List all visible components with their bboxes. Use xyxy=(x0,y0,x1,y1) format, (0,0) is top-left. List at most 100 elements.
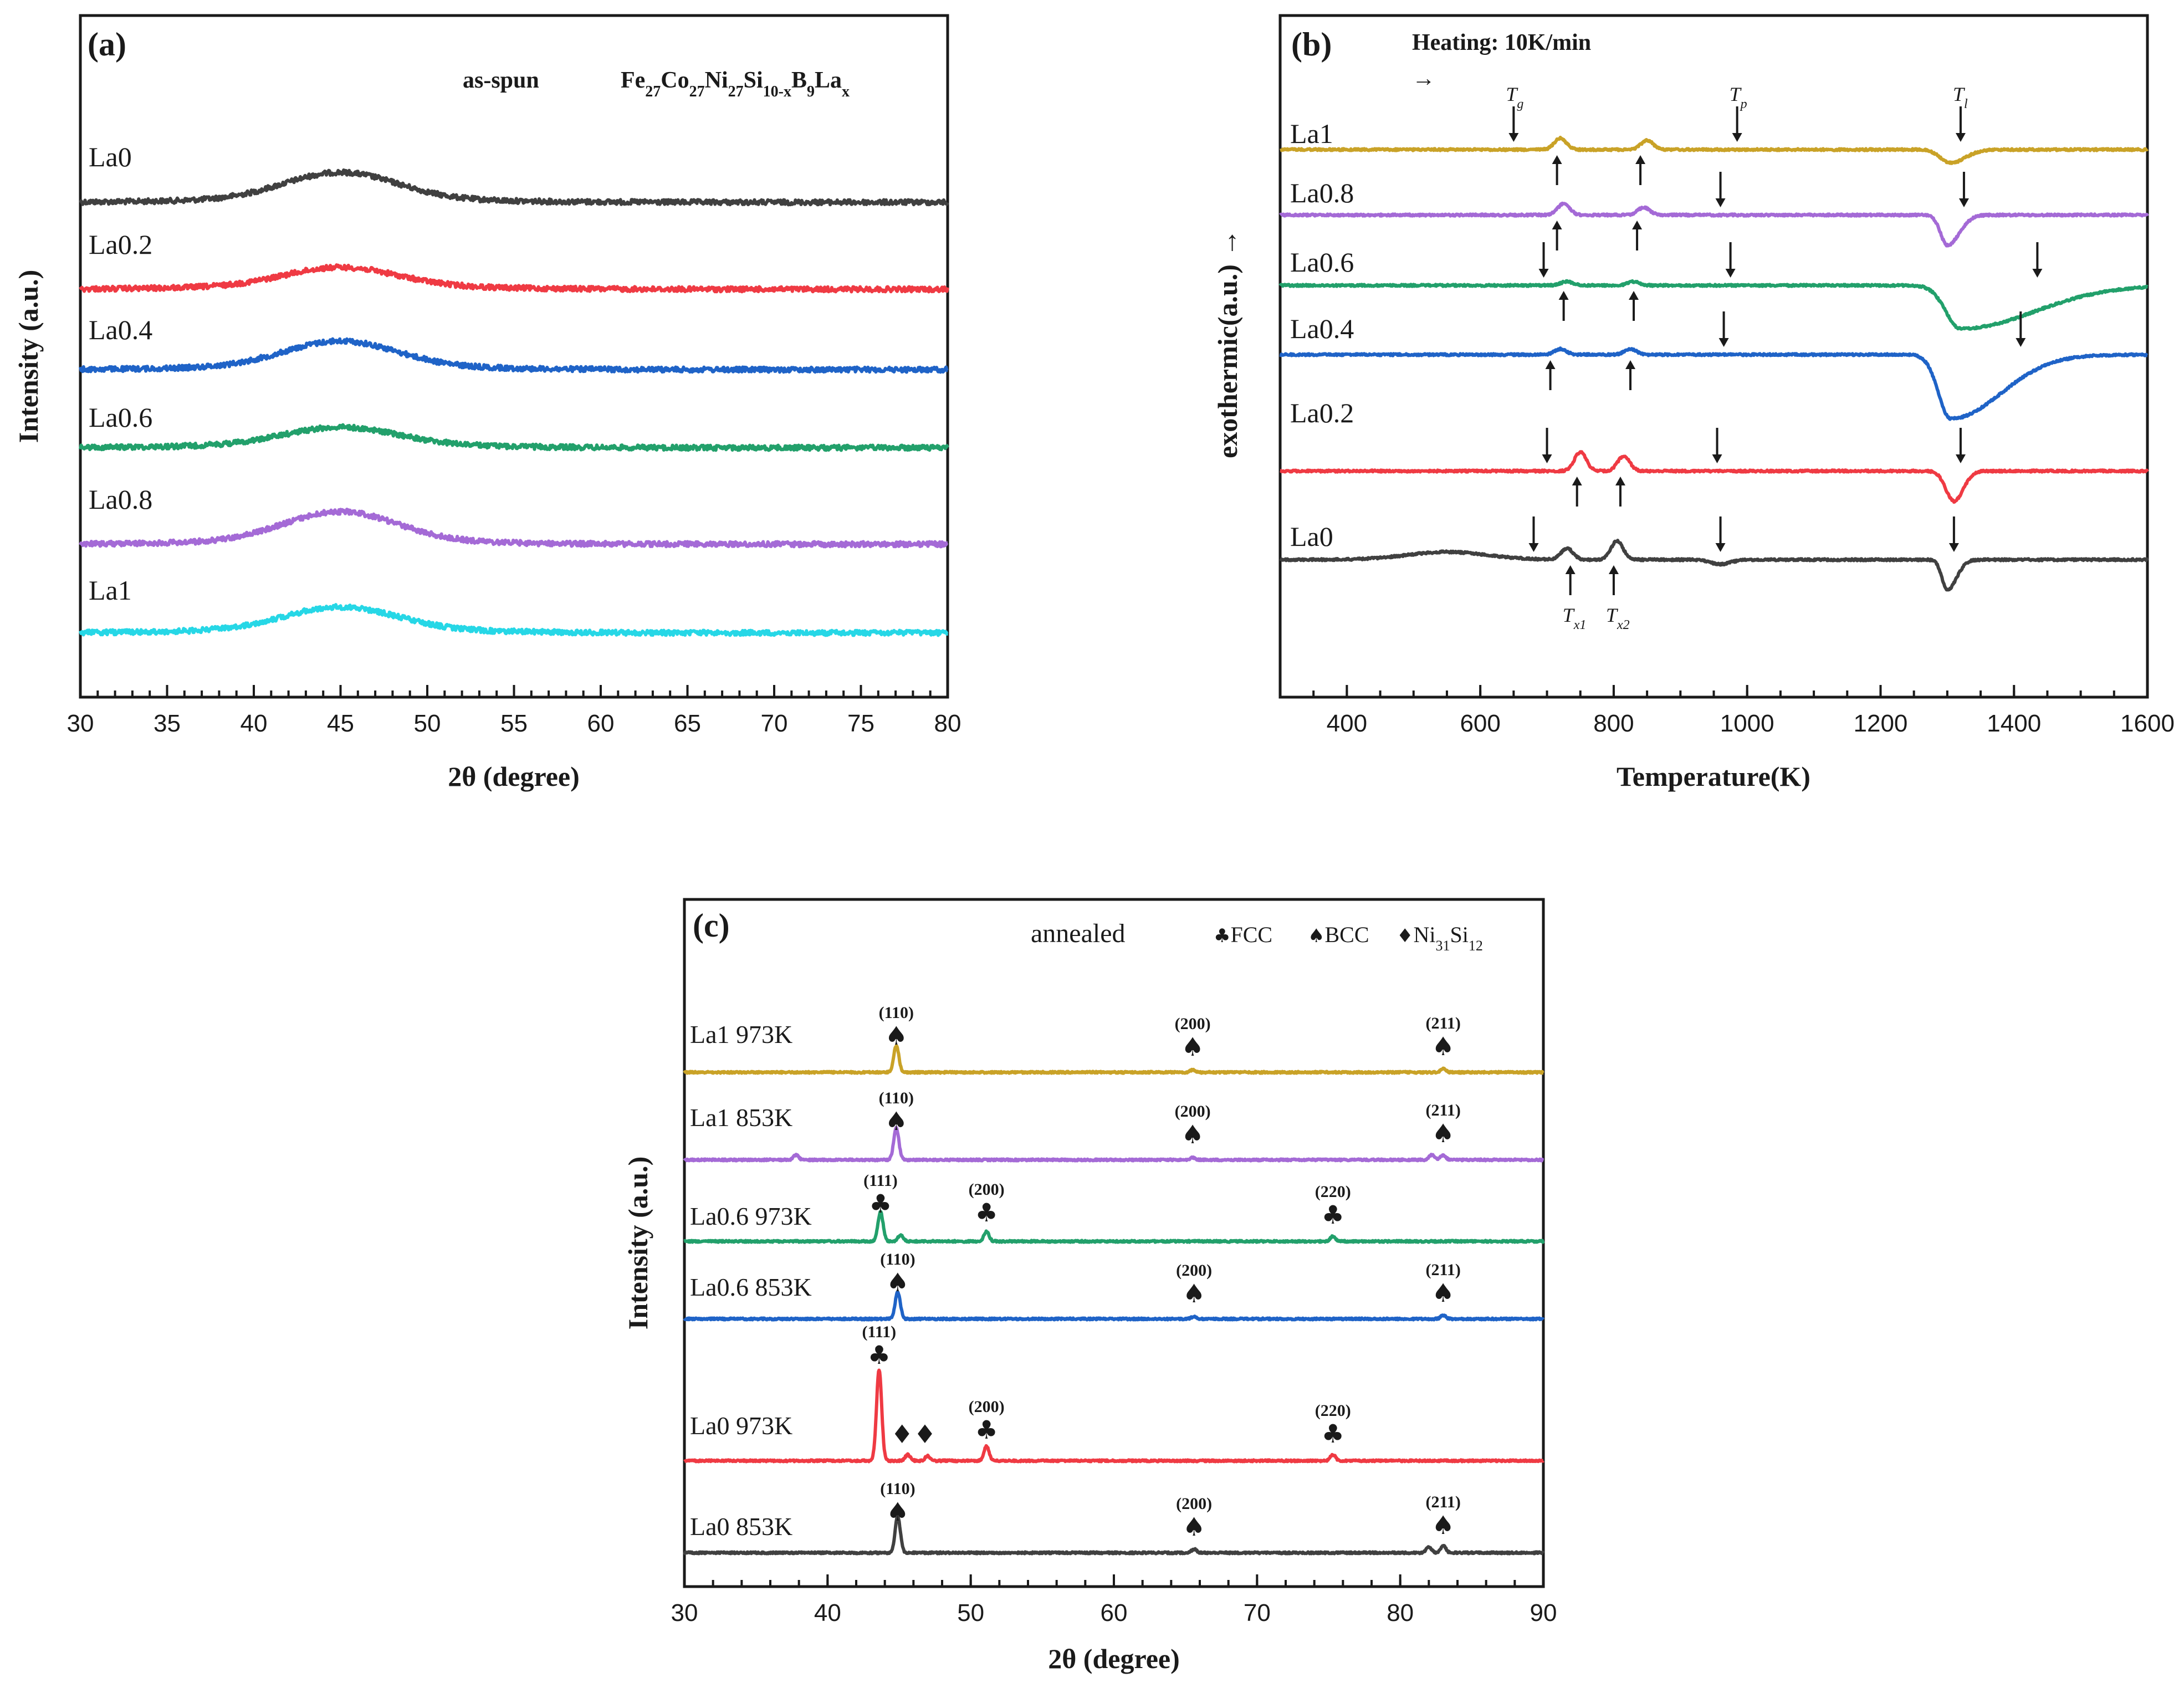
bcc-marker: ♠ xyxy=(1183,1278,1205,1308)
series-label: La0 xyxy=(89,141,132,172)
panel-c-annotations: ♠(110)♠(200)♠(211)♠(110)♠(200)♠(211)♣(11… xyxy=(862,1004,1460,1542)
legend-subscript: 31 xyxy=(1435,938,1450,954)
panel-a-series-labels: La0 La0.2 La0.4 La0.6 La0.8 La1 xyxy=(89,141,152,606)
formula-subscript: x xyxy=(842,83,850,100)
legend-label: Ni xyxy=(1413,922,1435,947)
hkl-label: (211) xyxy=(1426,1101,1461,1119)
arrow-down-head xyxy=(1948,543,1959,552)
panel-c-header: annealed xyxy=(1031,919,1126,948)
x-tick-label: 800 xyxy=(1593,710,1634,737)
x-tick-label: 80 xyxy=(1387,1599,1414,1626)
series-line-la0-8 xyxy=(79,508,949,549)
x-tick-label: 1200 xyxy=(1854,710,1908,737)
legend-entry: ♣FCC xyxy=(1214,922,1272,947)
series-label: La0.6 853K xyxy=(690,1273,812,1301)
x-tick-label: 55 xyxy=(500,710,528,737)
legend-label-rest: Si xyxy=(1450,922,1468,947)
fcc-marker: ♣ xyxy=(868,1340,891,1370)
arrow-up-head xyxy=(1572,477,1582,485)
hkl-label: (200) xyxy=(1176,1495,1212,1513)
bcc-marker: ♠ xyxy=(885,1021,908,1051)
panel-b-curves xyxy=(1278,135,2149,592)
x-tick-label: 1400 xyxy=(1987,710,2041,737)
legend-label: BCC xyxy=(1324,922,1369,947)
fcc-marker: ♣ xyxy=(1322,1419,1344,1449)
panel-a-header-left: as-spun xyxy=(463,68,539,93)
arrow-up-head xyxy=(1632,221,1643,229)
arrow-down-head xyxy=(2032,269,2043,278)
legend-entry: ♠BCC xyxy=(1308,922,1369,947)
panel-c-xlabel: 2θ (degree) xyxy=(1048,1643,1180,1674)
marker-subscript: x2 xyxy=(1617,618,1630,632)
panel-b: (b) Heating: 10K/min → 400 600 800 1000 1200… xyxy=(1212,14,2175,792)
fcc-marker: ♣ xyxy=(869,1189,892,1219)
series-label: La0.2 xyxy=(89,229,152,260)
hkl-label: (200) xyxy=(1175,1102,1211,1121)
panel-c-letter: (c) xyxy=(693,907,730,944)
arrow-down-head xyxy=(1542,454,1552,463)
arrow-down-head xyxy=(1715,543,1726,552)
formula-part: B xyxy=(791,68,807,93)
arrow-down-head xyxy=(1715,198,1726,207)
panel-b-xlabel: Temperature(K) xyxy=(1617,761,1810,792)
formula-subscript: 27 xyxy=(728,83,744,100)
x-tick-label: 60 xyxy=(587,710,615,737)
x-tick-label: 70 xyxy=(1244,1599,1271,1626)
fcc-marker: ♣ xyxy=(975,1198,998,1227)
arrow-up-head xyxy=(1625,360,1636,369)
x-tick-label: 30 xyxy=(671,1599,698,1626)
series-line-la1 xyxy=(79,603,949,637)
marker-letter: T xyxy=(1563,604,1576,626)
marker-letter: T xyxy=(1953,83,1966,105)
series-label: La0 xyxy=(1290,521,1333,552)
arrow-up-head xyxy=(1558,291,1569,300)
x-tick-label: 80 xyxy=(934,710,961,737)
panel-a-header-formula: Fe27Co27Ni27Si10-xB9Lax xyxy=(621,68,850,100)
bcc-marker: ♠ xyxy=(1432,1118,1455,1148)
marker-letter: T xyxy=(1730,83,1742,105)
series-line-la0-8 xyxy=(1278,201,2149,248)
legend-subscript: 12 xyxy=(1469,938,1483,954)
hkl-label: (110) xyxy=(879,1004,914,1022)
arrow-up-head xyxy=(1552,155,1562,164)
formula-part: Fe xyxy=(621,68,645,93)
x-tick-label: 75 xyxy=(847,710,874,737)
series-label: La1 853K xyxy=(690,1103,792,1132)
marker-subscript: l xyxy=(1964,97,1968,111)
legend-symbol: ♠ xyxy=(1308,925,1324,947)
panel-c-ticks: 30 40 50 60 70 80 90 xyxy=(671,1574,1557,1626)
ni31si12-marker: ♦♦ xyxy=(891,1419,936,1449)
series-line-la0-6-973k xyxy=(683,1210,1545,1244)
hkl-label: (110) xyxy=(879,1089,914,1107)
arrow-down-head xyxy=(1712,454,1722,463)
series-line-la0 xyxy=(1279,539,2149,592)
series-label: La0 973K xyxy=(690,1411,792,1440)
hkl-label: (211) xyxy=(1426,1493,1461,1511)
formula-part: La xyxy=(815,68,842,93)
x-tick-label: 65 xyxy=(674,710,701,737)
hkl-label: (200) xyxy=(1175,1015,1211,1033)
hkl-label: (110) xyxy=(880,1480,915,1498)
series-label: La0 853K xyxy=(690,1512,792,1541)
arrow-down-head xyxy=(1538,269,1549,278)
series-label: La0.8 xyxy=(1290,177,1354,208)
bcc-marker: ♠ xyxy=(885,1106,908,1136)
arrow-down-head xyxy=(1718,338,1729,347)
panel-b-header: Heating: 10K/min xyxy=(1412,30,1591,55)
panel-c-curves xyxy=(683,1044,1545,1556)
bcc-marker: ♠ xyxy=(1432,1031,1455,1061)
x-tick-label: 70 xyxy=(761,710,788,737)
formula-part: Ni xyxy=(705,68,728,93)
series-line-la1-853k xyxy=(683,1126,1544,1163)
legend-symbol: ♣ xyxy=(1214,925,1230,947)
x-tick-label: 30 xyxy=(67,710,94,737)
marker-subscript: x1 xyxy=(1573,618,1587,632)
arrow-up-head xyxy=(1552,221,1562,229)
series-label: La0.4 xyxy=(1290,313,1354,344)
bcc-marker: ♠ xyxy=(886,1267,909,1297)
series-label: La1 xyxy=(1290,118,1333,149)
hkl-label: (200) xyxy=(1176,1261,1212,1280)
formula-subscript: 27 xyxy=(689,83,705,100)
x-tick-label: 35 xyxy=(154,710,181,737)
